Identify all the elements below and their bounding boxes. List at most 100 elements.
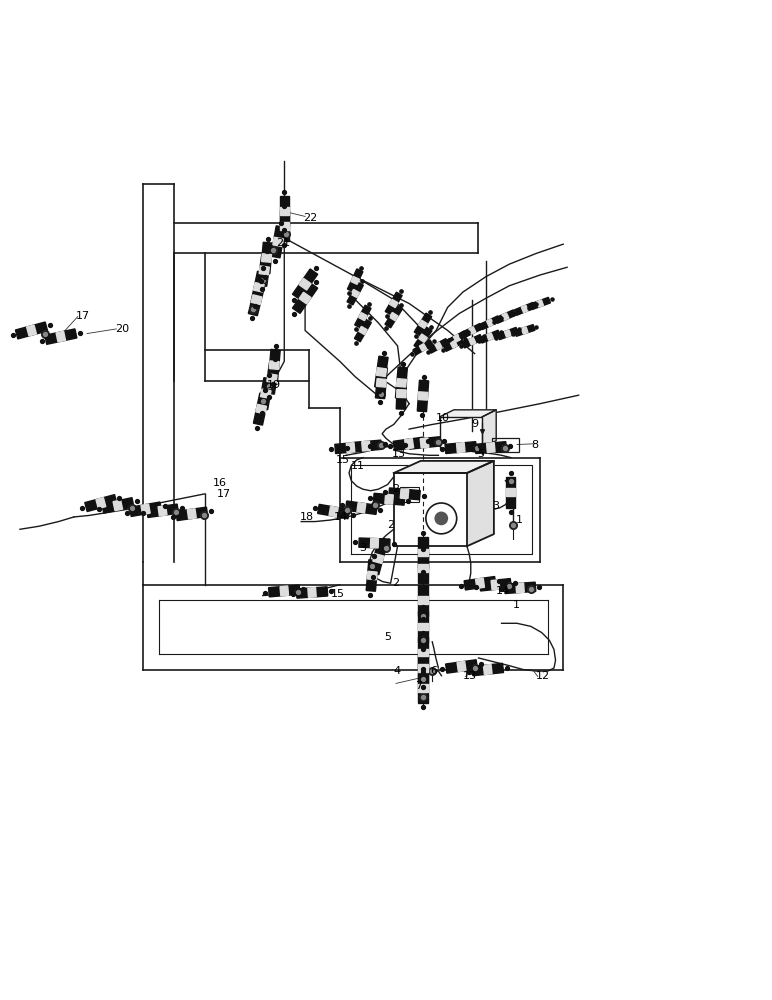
Polygon shape (445, 442, 476, 454)
Polygon shape (362, 441, 371, 451)
Polygon shape (373, 554, 384, 563)
Polygon shape (269, 349, 280, 381)
Text: 9: 9 (471, 419, 478, 429)
Polygon shape (296, 587, 328, 598)
Polygon shape (420, 438, 428, 448)
Polygon shape (359, 326, 367, 335)
Polygon shape (357, 503, 366, 513)
Polygon shape (377, 379, 386, 387)
Polygon shape (389, 488, 420, 500)
Text: 17: 17 (76, 311, 90, 321)
Polygon shape (475, 442, 506, 454)
Polygon shape (405, 439, 414, 449)
Polygon shape (251, 271, 266, 303)
Polygon shape (418, 552, 428, 583)
Text: 5: 5 (384, 632, 391, 642)
Polygon shape (418, 549, 428, 556)
Polygon shape (271, 226, 286, 258)
Polygon shape (506, 488, 516, 496)
Polygon shape (26, 325, 36, 336)
Polygon shape (350, 440, 381, 452)
Polygon shape (418, 653, 428, 683)
Polygon shape (444, 337, 464, 351)
Polygon shape (375, 367, 388, 399)
Polygon shape (176, 507, 208, 521)
Text: 21: 21 (276, 238, 291, 248)
Polygon shape (45, 329, 77, 344)
Polygon shape (259, 378, 273, 410)
Polygon shape (491, 580, 499, 590)
Polygon shape (347, 269, 363, 292)
Text: 2: 2 (392, 484, 399, 494)
Polygon shape (259, 266, 269, 275)
Text: 17: 17 (216, 489, 231, 499)
Polygon shape (269, 585, 300, 597)
Polygon shape (253, 393, 269, 425)
Polygon shape (261, 389, 271, 398)
Polygon shape (393, 437, 425, 450)
Text: 13: 13 (463, 671, 477, 681)
Polygon shape (418, 596, 428, 604)
Polygon shape (486, 319, 493, 326)
Polygon shape (253, 283, 264, 292)
Polygon shape (262, 254, 272, 262)
Polygon shape (397, 379, 406, 387)
Polygon shape (537, 300, 543, 307)
Polygon shape (279, 222, 289, 230)
Polygon shape (450, 341, 457, 348)
Polygon shape (158, 506, 167, 516)
Polygon shape (516, 583, 524, 593)
Polygon shape (394, 461, 494, 473)
Polygon shape (464, 577, 496, 590)
Polygon shape (351, 289, 360, 298)
Polygon shape (389, 312, 398, 321)
Text: 8: 8 (531, 440, 538, 450)
Text: 19: 19 (266, 380, 281, 390)
Polygon shape (418, 637, 428, 668)
Polygon shape (249, 284, 265, 316)
Polygon shape (396, 378, 407, 409)
Polygon shape (251, 295, 262, 304)
Polygon shape (56, 331, 66, 342)
Polygon shape (371, 538, 378, 548)
Text: 2: 2 (392, 578, 399, 588)
Polygon shape (329, 506, 338, 517)
Polygon shape (469, 327, 476, 334)
Text: 22: 22 (303, 213, 317, 223)
Polygon shape (418, 623, 428, 630)
Polygon shape (408, 437, 440, 449)
Text: 15: 15 (330, 589, 344, 599)
Polygon shape (267, 374, 277, 383)
Polygon shape (397, 390, 406, 398)
Polygon shape (479, 579, 511, 591)
Polygon shape (467, 461, 494, 546)
Polygon shape (141, 504, 151, 514)
Polygon shape (256, 404, 266, 414)
Polygon shape (102, 498, 134, 513)
Polygon shape (530, 297, 550, 310)
Polygon shape (428, 339, 449, 353)
Polygon shape (440, 410, 496, 417)
Polygon shape (418, 380, 428, 412)
Polygon shape (354, 319, 371, 342)
Polygon shape (147, 504, 178, 518)
Text: 12: 12 (537, 671, 550, 681)
Polygon shape (279, 196, 289, 226)
Polygon shape (299, 292, 311, 304)
Polygon shape (435, 342, 442, 350)
Polygon shape (497, 327, 518, 340)
Polygon shape (462, 323, 482, 337)
Text: 14: 14 (334, 512, 347, 522)
Polygon shape (113, 500, 123, 511)
Polygon shape (335, 442, 366, 454)
Text: 16: 16 (212, 478, 227, 488)
Text: 1: 1 (513, 600, 520, 610)
Polygon shape (359, 538, 390, 548)
Polygon shape (482, 410, 496, 448)
Text: 15: 15 (336, 455, 350, 465)
Polygon shape (367, 571, 377, 580)
Polygon shape (462, 335, 482, 348)
Text: 11: 11 (351, 461, 365, 471)
Polygon shape (456, 443, 465, 453)
Polygon shape (486, 333, 493, 340)
